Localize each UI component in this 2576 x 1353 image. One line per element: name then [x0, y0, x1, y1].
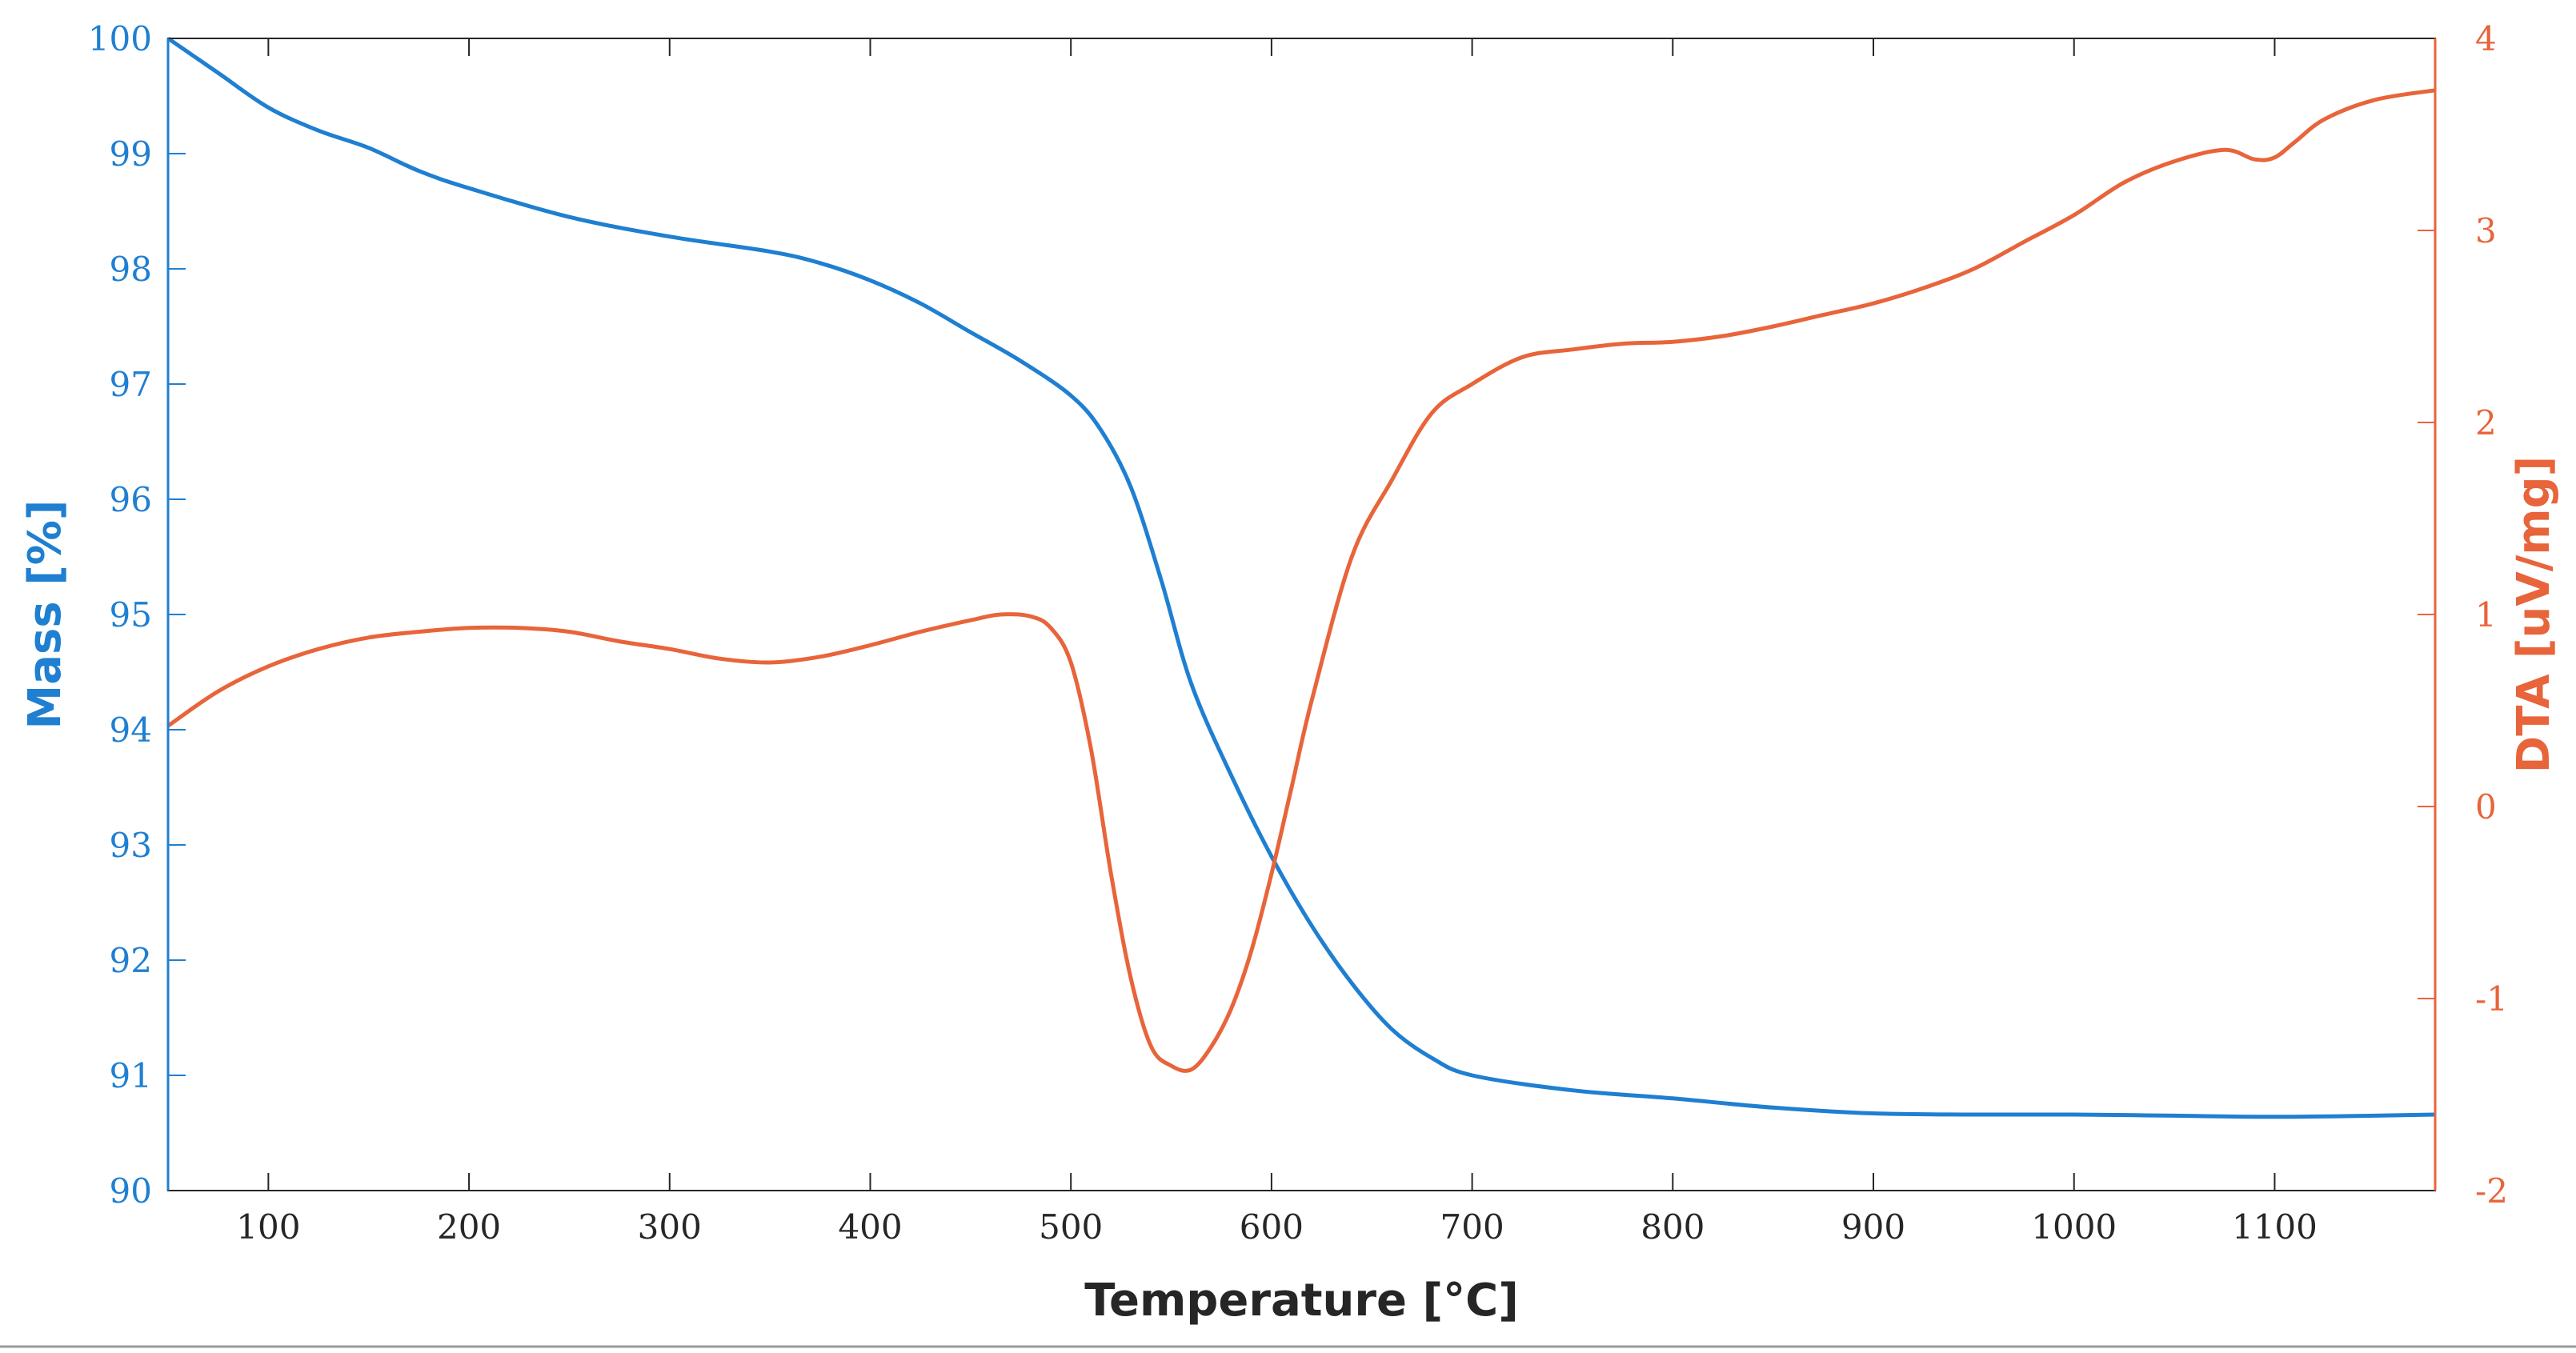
- plot-frame: [167, 38, 2436, 1191]
- x-tick-label: 1100: [2232, 1207, 2318, 1247]
- series-layer: [166, 36, 2436, 1119]
- dta-series-line: [166, 88, 2436, 1073]
- x-tick-label: 1000: [2031, 1207, 2117, 1247]
- y-right-axis-ticks: -2 -1 0 1 2 3 4: [2418, 19, 2508, 1211]
- y-left-axis-label: Mass [%]: [19, 500, 71, 730]
- y-left-tick-label: 97: [110, 365, 152, 404]
- y-left-axis-ticks: 90 91 92 93 94 95 96 97 98 99 100: [88, 19, 186, 1211]
- y-right-axis-label: DTA [uV/mg]: [2508, 456, 2560, 773]
- y-right-tick-label: 3: [2475, 211, 2497, 250]
- y-left-tick-label: 100: [88, 19, 152, 58]
- x-tick-label: 500: [1039, 1207, 1103, 1247]
- x-axis-label: Temperature [°C]: [1084, 1275, 1519, 1327]
- y-right-tick-label: -1: [2475, 979, 2508, 1019]
- x-tick-label: 300: [638, 1207, 702, 1247]
- x-tick-label: 800: [1641, 1207, 1705, 1247]
- x-tick-label: 200: [437, 1207, 501, 1247]
- y-right-tick-label: -2: [2475, 1171, 2508, 1211]
- y-right-tick-label: 0: [2475, 787, 2497, 827]
- y-right-tick-label: 2: [2475, 403, 2497, 442]
- y-left-tick-label: 96: [110, 480, 152, 519]
- x-tick-label: 600: [1240, 1207, 1304, 1247]
- x-tick-label: 700: [1440, 1207, 1504, 1247]
- x-axis-ticks: 100 200 300 400 500 600 700 800 900 1000 1100: [236, 38, 2318, 1247]
- y-right-tick-label: 1: [2475, 595, 2497, 634]
- y-left-tick-label: 99: [110, 134, 152, 174]
- x-tick-label: 400: [838, 1207, 902, 1247]
- y-left-tick-label: 93: [110, 826, 152, 865]
- y-left-tick-label: 98: [110, 250, 152, 289]
- y-left-tick-label: 92: [110, 941, 152, 980]
- x-tick-label: 100: [236, 1207, 300, 1247]
- y-left-tick-label: 95: [110, 595, 152, 634]
- x-tick-label: 900: [1841, 1207, 1905, 1247]
- y-left-tick-label: 90: [110, 1171, 152, 1211]
- y-right-tick-label: 4: [2475, 19, 2497, 58]
- y-left-tick-label: 94: [110, 711, 152, 750]
- mass-series-line: [166, 36, 2436, 1119]
- y-left-tick-label: 91: [110, 1056, 152, 1095]
